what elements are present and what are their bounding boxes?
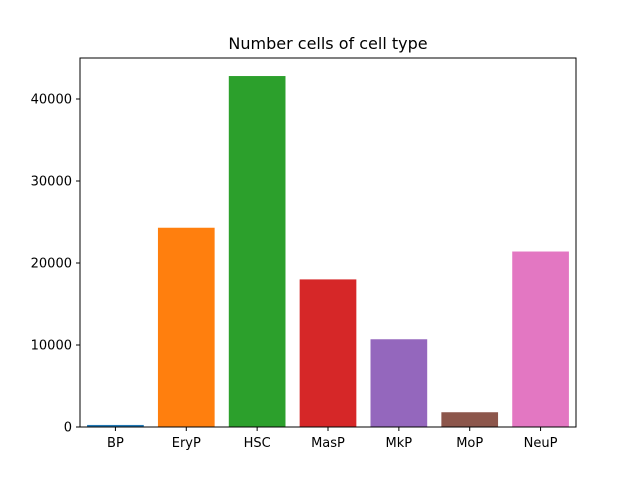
x-tick-label: EryP [172,436,201,451]
y-axis-ticks: 0 10000 20000 30000 40000 [31,93,80,436]
bar-masp [299,279,357,427]
x-tick-label: BP [107,436,124,451]
x-tick-label: NeuP [524,436,558,451]
bar-eryp [157,227,215,427]
x-tick-label: MkP [386,436,413,451]
x-tick-label: MoP [456,436,483,451]
y-tick-label: 0 [64,421,72,436]
plot-frame [79,57,577,428]
bar-mkp [370,339,428,427]
y-tick-label: 40000 [31,93,72,108]
y-tick-label: 20000 [31,257,72,272]
x-tick-label: HSC [244,436,271,451]
x-tick-label: MasP [311,436,345,451]
chart-title: Number cells of cell type [228,34,427,53]
bars-group [87,76,569,427]
y-tick-label: 10000 [31,339,72,354]
y-tick-label: 30000 [31,175,72,190]
bar-neup [512,251,569,427]
bar-bp [87,424,144,427]
bar-hsc [228,76,286,427]
bar-mop [441,412,499,427]
x-axis-ticks: BP EryP HSC MasP MkP MoP NeuP [107,427,558,451]
